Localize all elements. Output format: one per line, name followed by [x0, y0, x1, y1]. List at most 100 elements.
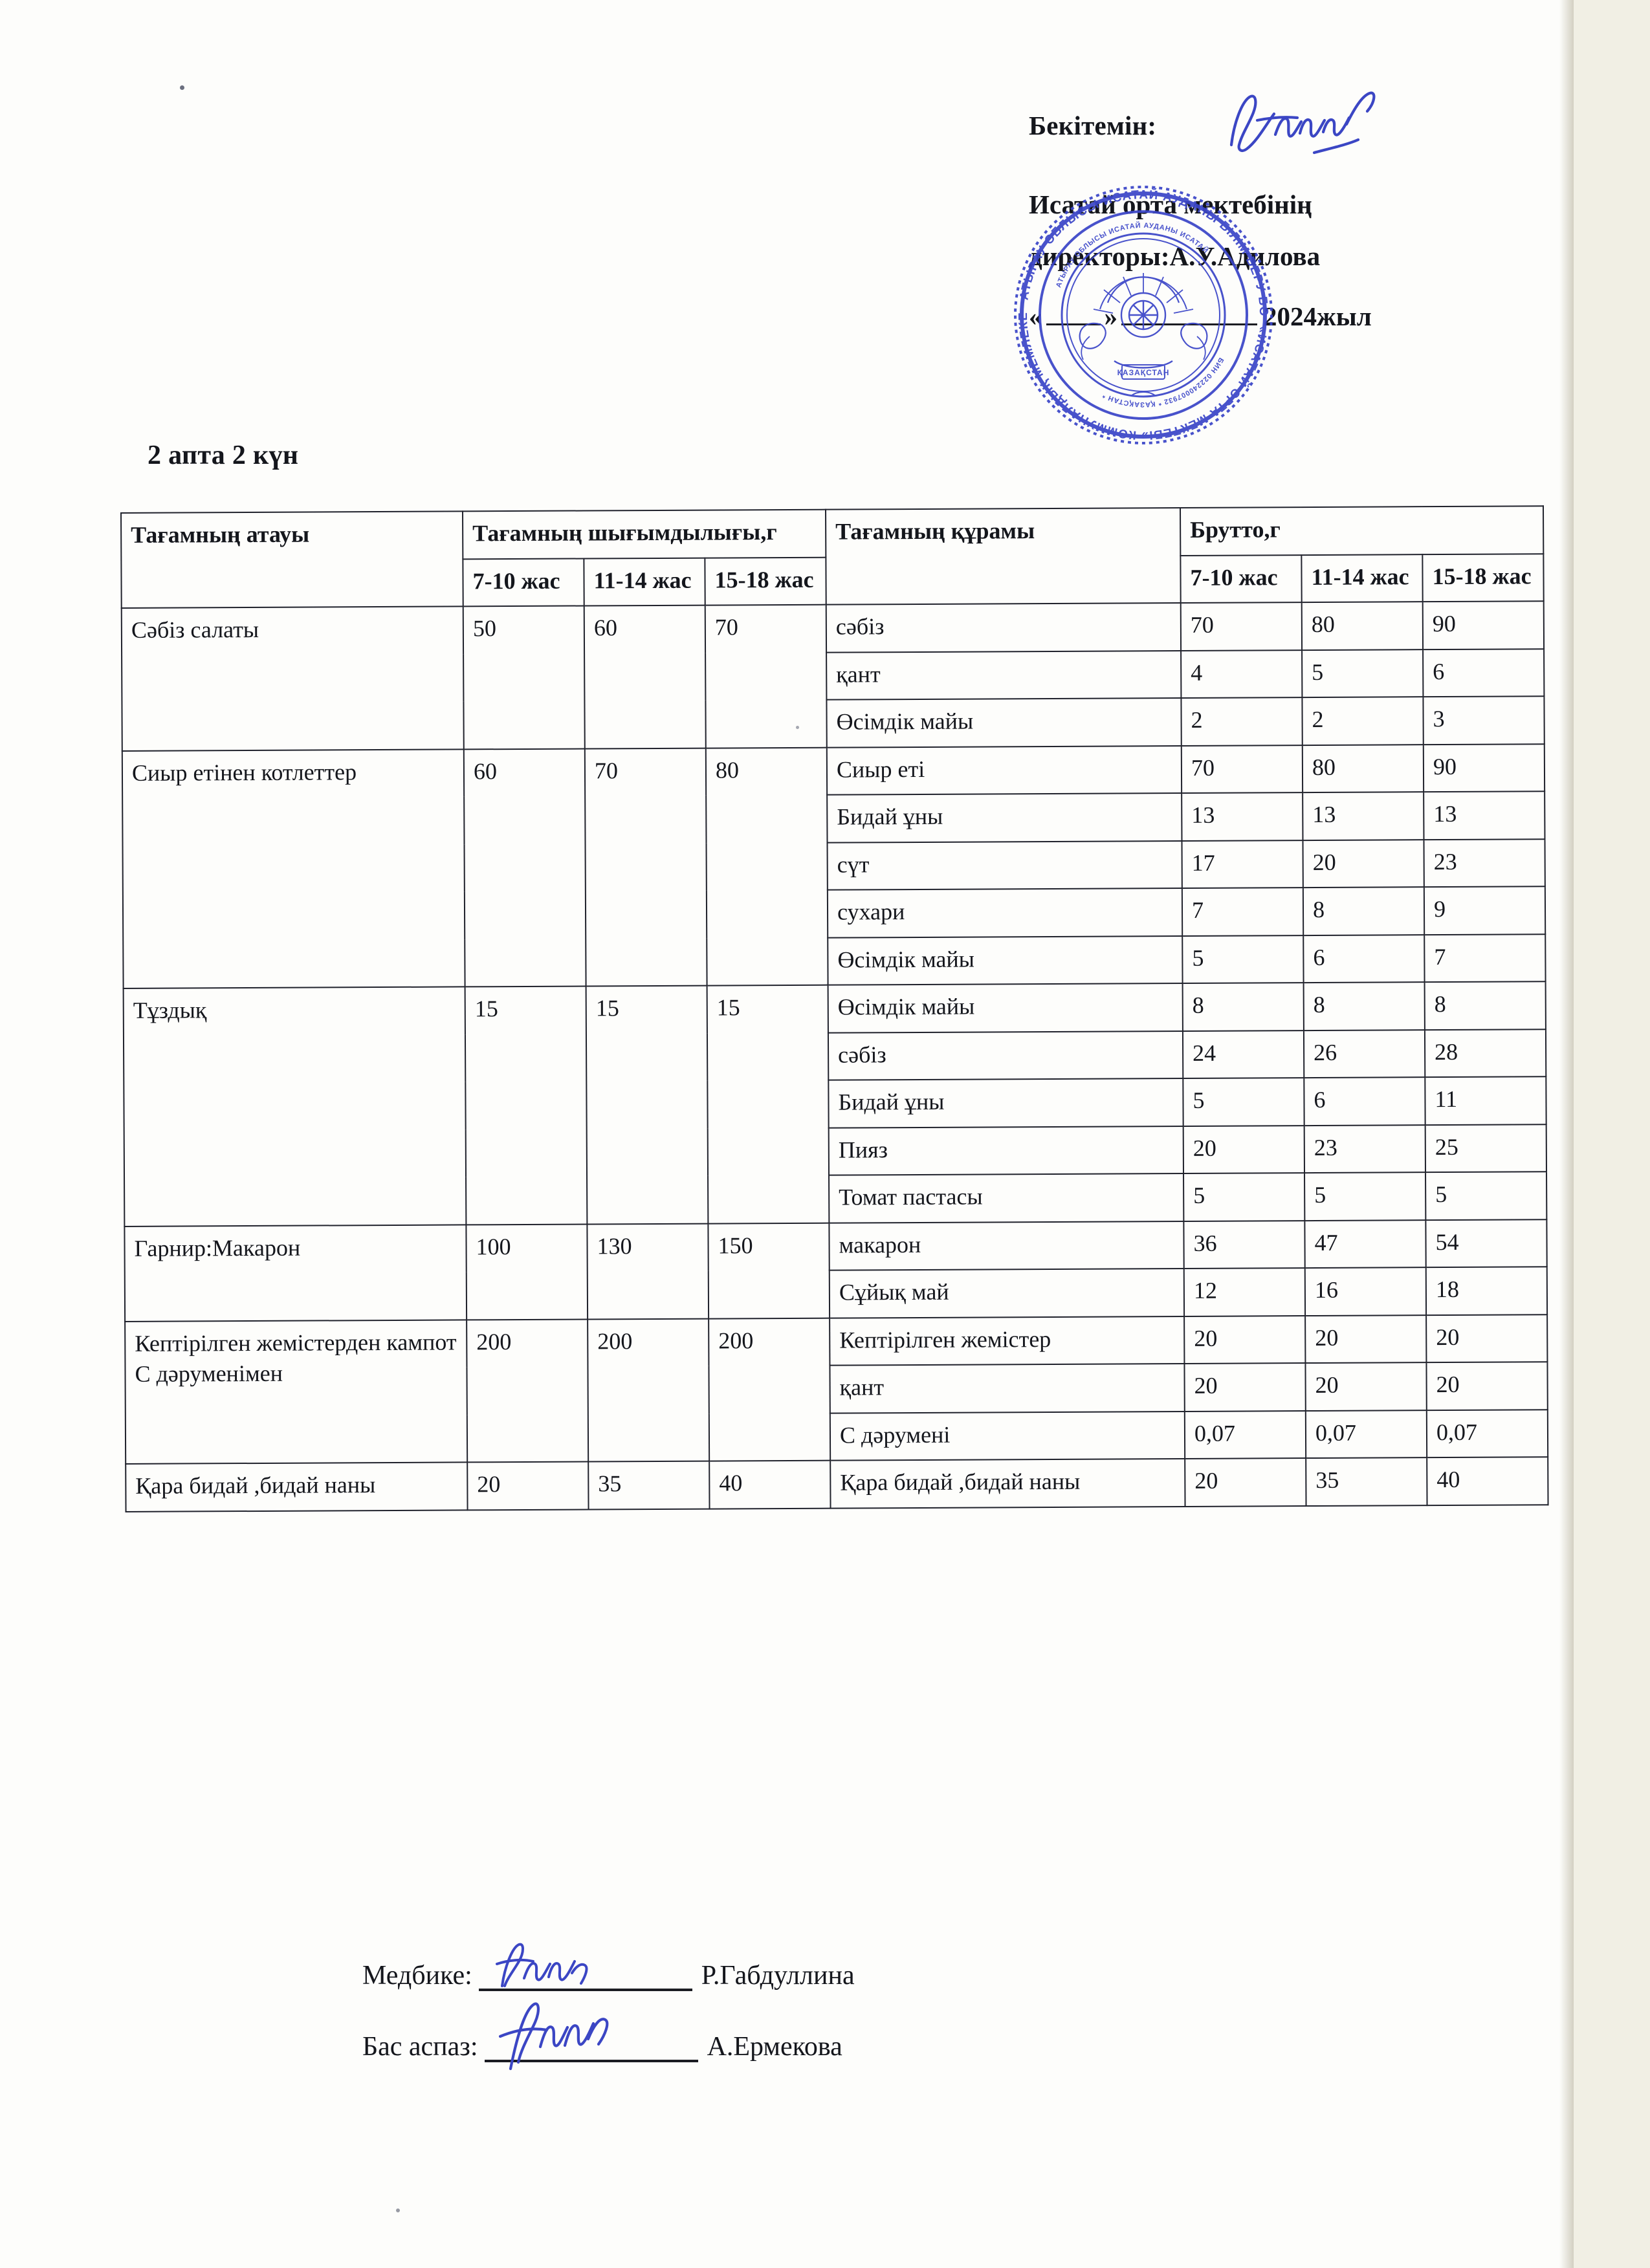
ingredient-brutto-cell: 2 [1181, 697, 1303, 746]
ingredient-name-cell: Пияз [828, 1126, 1184, 1175]
ingredient-name-cell: Бидай ұны [827, 793, 1182, 843]
ingredient-brutto-cell: 17 [1182, 840, 1303, 889]
ingredient-brutto-cell: 12 [1183, 1268, 1306, 1316]
ingredient-name-cell: сәбіз [826, 603, 1182, 653]
table-row: Тұздық 15 15 15 Өсімдік майы 8 8 8 [123, 981, 1546, 1227]
ingredient-brutto-cell: 20 [1305, 1314, 1427, 1364]
chef-label: Бас аспаз: [362, 2032, 478, 2062]
chef-signature [485, 1994, 640, 2071]
ingredient-brutto-cell: 0,07 [1184, 1410, 1306, 1459]
th-yield-age-7-10: 7-10 жас [463, 558, 584, 607]
footer-row-nurse: Медбике: Р.Габдуллина [362, 1943, 1268, 1991]
ingredient-brutto-cell: 40 [1427, 1457, 1548, 1505]
ingredient-brutto-cell: 5 [1182, 935, 1304, 984]
approval-label-row: Бекітемін: [1029, 110, 1521, 141]
week-day-title: 2 апта 2 күн [148, 441, 299, 470]
footer-row-chef: Бас аспаз: А.Ермекова [362, 2002, 1268, 2071]
ingredient-name-cell: Сиыр еті [826, 745, 1182, 795]
dish-yield-cell: 35 [588, 1461, 710, 1510]
dish-yield-cell: 15 [465, 986, 588, 1225]
chef-name: А.Ермекова [707, 2032, 842, 2062]
ingredient-name-cell: Қара бидай ,бидай наны [830, 1459, 1185, 1509]
signature-footer: Медбике: Р.Габдуллина Б [362, 1943, 1268, 2102]
ingredient-brutto-cell: 13 [1182, 792, 1303, 841]
table-row: Гарнир:Макарон 100 130 150 макарон 36 47 54 [124, 1219, 1547, 1322]
th-yield-age-15-18: 15-18 жас [705, 557, 826, 605]
ingredient-name-cell: Сұйық май [829, 1269, 1185, 1318]
ingredient-name-cell: Өсімдік майы [828, 935, 1183, 985]
dish-yield-cell: 70 [584, 748, 707, 987]
th-yield-age-11-14: 11-14 жас [584, 558, 705, 606]
ingredient-brutto-cell: 13 [1303, 792, 1424, 840]
dish-yield-cell: 70 [705, 604, 827, 748]
school-director-line: директоры:А.У.Адилова [1029, 241, 1321, 272]
menu-table-wrap: Тағамның атауы Тағамның шығымдылығы,г Та… [120, 506, 1548, 1512]
ingredient-brutto-cell: 4 [1181, 649, 1303, 699]
dish-name-cell: Қара бидай ,бидай наны [126, 1462, 468, 1512]
document-page: Бекітемін: Исатай орта мектебінің директ… [0, 0, 1574, 2268]
dish-yield-cell: 60 [584, 605, 706, 749]
ingredient-brutto-cell: 11 [1425, 1076, 1546, 1125]
ingredient-brutto-cell: 23 [1304, 1124, 1426, 1173]
ingredient-brutto-cell: 5 [1183, 1078, 1304, 1126]
nurse-signature-blank [478, 1943, 692, 1991]
th-brutto-age-15-18: 15-18 жас [1422, 553, 1544, 602]
dish-yield-cell: 200 [467, 1319, 589, 1463]
approval-label: Бекітемін: [1029, 111, 1157, 140]
approval-date-line: « » 2024жыл [1029, 301, 1521, 332]
ingredient-name-cell: қант [826, 650, 1182, 700]
ingredient-brutto-cell: 24 [1182, 1030, 1304, 1079]
ingredient-name-cell: Кептірілген жемістер [830, 1316, 1185, 1366]
ingredient-brutto-cell: 47 [1304, 1219, 1426, 1269]
dish-yield-cell: 200 [588, 1318, 710, 1462]
ingredient-brutto-cell: 2 [1302, 697, 1424, 745]
ingredient-brutto-cell: 20 [1185, 1458, 1306, 1507]
ingredient-brutto-cell: 0,07 [1305, 1410, 1427, 1459]
svg-text:БИН 022240007932 * ҚАЗАҚСТАН *: БИН 022240007932 * ҚАЗАҚСТАН * [1101, 356, 1225, 409]
ingredient-brutto-cell: 26 [1303, 1029, 1425, 1078]
dish-yield-cell: 130 [587, 1223, 709, 1320]
ingredient-brutto-cell: 5 [1304, 1172, 1426, 1221]
header-row-main: Тағамның атауы Тағамның шығымдылығы,г Та… [121, 506, 1544, 609]
ingredient-brutto-cell: 70 [1181, 745, 1303, 794]
ingredient-brutto-cell: 80 [1302, 744, 1424, 793]
ingredient-brutto-cell: 8 [1182, 983, 1304, 1031]
ingredient-name-cell: қант [830, 1364, 1185, 1413]
nurse-name: Р.Габдуллина [701, 1961, 855, 1990]
ingredient-brutto-cell: 90 [1423, 743, 1545, 792]
scanner-edge [1574, 0, 1650, 2268]
ingredient-brutto-cell: 28 [1424, 1029, 1546, 1078]
ingredient-brutto-cell: 20 [1426, 1314, 1548, 1363]
scan-speck [396, 2208, 400, 2212]
ingredient-brutto-cell: 16 [1304, 1267, 1427, 1316]
school-name-line1: Исатай орта мектебінің [1029, 190, 1312, 219]
date-year: 2024жыл [1264, 301, 1372, 331]
ingredient-brutto-cell: 6 [1423, 648, 1545, 697]
th-brutto-age-7-10: 7-10 жас [1180, 554, 1302, 604]
ingredient-brutto-cell: 6 [1303, 934, 1425, 983]
ingredient-brutto-cell: 36 [1183, 1220, 1305, 1269]
ingredient-brutto-cell: 8 [1303, 982, 1425, 1030]
ingredient-brutto-cell: 8 [1303, 887, 1425, 935]
table-row: Сиыр етінен котлеттер 60 70 80 Сиыр еті 70 80 9… [122, 743, 1545, 989]
dish-yield-cell: 50 [463, 605, 585, 749]
ingredient-brutto-cell: 20 [1305, 1362, 1427, 1411]
dish-yield-cell: 20 [467, 1461, 589, 1510]
ingredient-brutto-cell: 5 [1302, 649, 1424, 698]
menu-table-head: Тағамның атауы Тағамның шығымдылығы,г Та… [121, 506, 1544, 609]
ingredient-brutto-cell: 7 [1182, 888, 1304, 936]
ingredient-brutto-cell: 0,07 [1426, 1410, 1548, 1458]
table-row: Сәбіз салаты 50 60 70 сәбіз 70 80 90 [121, 601, 1545, 751]
dish-yield-cell: 80 [705, 747, 828, 986]
th-brutto: Брутто,г [1180, 506, 1544, 556]
dish-yield-cell: 200 [709, 1318, 831, 1461]
ingredient-brutto-cell: 23 [1424, 838, 1545, 888]
ingredient-brutto-cell: 6 [1304, 1077, 1425, 1126]
dish-yield-cell: 150 [708, 1223, 830, 1319]
ingredient-brutto-cell: 20 [1426, 1362, 1548, 1410]
ingredient-brutto-cell: 90 [1422, 601, 1545, 649]
ingredient-name-cell: сәбіз [828, 1030, 1183, 1080]
date-quote-close: » [1104, 301, 1118, 331]
ingredient-brutto-cell: 18 [1425, 1267, 1548, 1315]
ingredient-brutto-cell: 20 [1183, 1125, 1305, 1174]
